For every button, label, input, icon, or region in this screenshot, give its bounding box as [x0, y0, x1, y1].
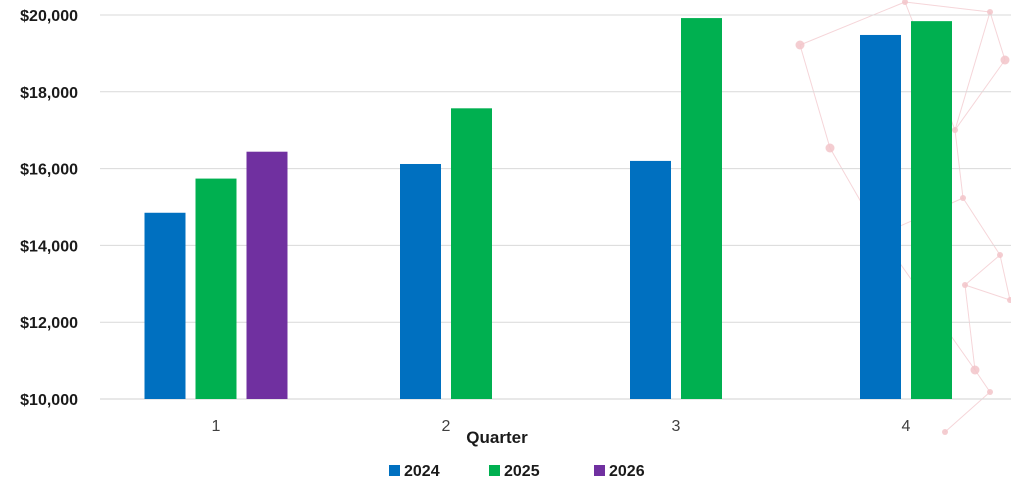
legend-item-2026: 2026: [594, 463, 645, 480]
y-tick-label: $12,000: [20, 315, 78, 332]
bar-2024-q2: [400, 163, 441, 399]
bar-2025-q2: [451, 108, 492, 399]
bars: [144, 18, 952, 400]
legend-label: 2025: [504, 463, 540, 480]
x-tick-label: 4: [902, 418, 911, 435]
bar-2024-q4: [860, 34, 901, 400]
legend-label: 2024: [404, 463, 440, 480]
legend-item-2025: 2025: [489, 463, 540, 480]
bar-2025-q3: [681, 18, 722, 400]
bar-2025-q4: [911, 21, 952, 399]
bar-2025-q1: [195, 178, 237, 399]
legend-label: 2026: [609, 463, 645, 480]
legend: 2024 2025 2026: [389, 463, 645, 480]
y-axis-tick-labels: $10,000 $12,000 $14,000 $16,000 $18,000 $20,0…: [20, 8, 78, 409]
x-tick-label: 2: [442, 418, 451, 435]
network-decoration-image: [795, 0, 1011, 435]
x-tick-label: 3: [672, 418, 681, 435]
bar-2026-q1: [246, 151, 288, 399]
y-tick-label: $18,000: [20, 85, 78, 102]
legend-swatch: [594, 465, 605, 476]
legend-swatch: [489, 465, 500, 476]
x-axis-tick-labels: 1 2 3 4: [212, 418, 911, 435]
legend-item-2024: 2024: [389, 463, 440, 480]
x-tick-label: 1: [212, 418, 221, 435]
bar-2024-q1: [144, 212, 186, 399]
y-tick-label: $10,000: [20, 392, 78, 409]
bar-2024-q3: [630, 160, 671, 399]
y-tick-label: $14,000: [20, 238, 78, 255]
y-tick-label: $20,000: [20, 8, 78, 25]
legend-swatch: [389, 465, 400, 476]
x-axis-title: Quarter: [466, 428, 528, 447]
y-tick-label: $16,000: [20, 162, 78, 179]
